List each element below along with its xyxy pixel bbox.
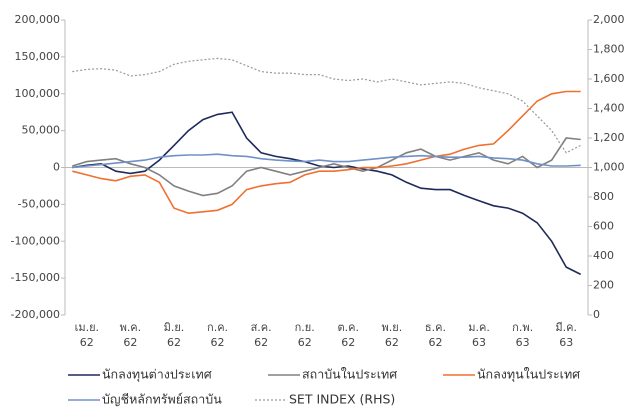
x-tick-label: ก.ค. 62	[207, 321, 228, 349]
legend-label: สถาบันในประเทศ	[302, 367, 397, 382]
y2-tick-label: 0	[593, 308, 600, 321]
legend-label: นักลงทุนในประเทศ	[477, 367, 580, 383]
x-tick-label: พ.ค. 62	[120, 321, 142, 349]
legend-label: SET INDEX (RHS)	[289, 392, 395, 407]
y-tick-label: -50,000	[18, 197, 60, 210]
y-tick-label: 0	[53, 161, 60, 174]
series-line	[72, 57, 581, 154]
y2-tick-label: 1,600	[593, 72, 625, 85]
series-line	[72, 137, 581, 197]
y2-tick-label: 1,000	[593, 161, 625, 174]
x-tick-label: ธ.ค. 62	[425, 321, 446, 349]
y2-tick-label: 2,000	[593, 13, 625, 26]
y-tick-label: 200,000	[15, 13, 61, 26]
y2-tick-label: 800	[593, 190, 614, 203]
y2-tick-label: 200	[593, 279, 614, 292]
x-tick-label: ม.ค. 63	[468, 321, 490, 349]
y-tick-label: 150,000	[15, 50, 61, 63]
x-tick-label: เม.ย. 62	[75, 321, 99, 349]
x-tick-label: มี.ค. 63	[555, 321, 577, 349]
x-tick-label: ก.พ. 63	[512, 321, 533, 349]
x-tick-label: พ.ย. 62	[382, 321, 403, 349]
y-tick-label: 100,000	[15, 87, 61, 100]
y-tick-label: 50,000	[22, 124, 61, 137]
x-tick-label: ส.ค. 62	[251, 321, 272, 349]
x-tick-label: มิ.ย. 62	[164, 321, 185, 349]
y2-tick-label: 1,400	[593, 102, 625, 115]
x-tick-label: ต.ค. 62	[338, 321, 360, 349]
y-tick-label: -150,000	[11, 271, 60, 284]
y2-tick-label: 1,200	[593, 131, 625, 144]
legend-label: บัญชีหลักทรัพย์สถาบัน	[102, 392, 222, 407]
y2-tick-label: 1,800	[593, 43, 625, 56]
y2-tick-label: 400	[593, 249, 614, 262]
series-line	[72, 111, 582, 276]
series-line	[72, 90, 581, 215]
legend-label: นักลงทุนต่างประเทศ	[102, 367, 212, 383]
series-line	[72, 153, 581, 169]
x-tick-label: ก.ย. 62	[295, 321, 315, 349]
y2-tick-label: 600	[593, 220, 614, 233]
y-tick-label: -100,000	[11, 234, 60, 247]
y-tick-label: -200,000	[11, 308, 60, 321]
